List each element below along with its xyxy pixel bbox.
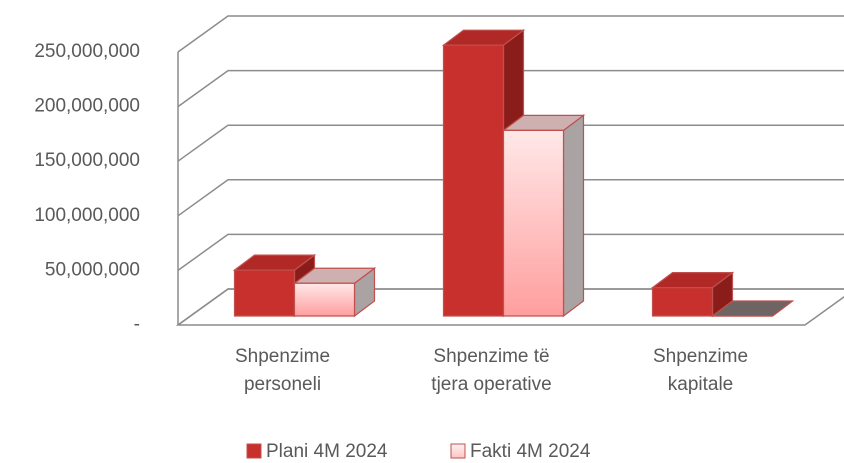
legend-swatch bbox=[246, 443, 262, 459]
legend-label: Plani 4M 2024 bbox=[266, 441, 388, 462]
grid-line bbox=[177, 124, 844, 162]
legend-label: Fakti 4M 2024 bbox=[470, 441, 591, 462]
grid-line bbox=[177, 233, 844, 272]
bar-front bbox=[442, 44, 505, 317]
y-tick-label: 50,000,000 bbox=[45, 259, 140, 280]
bar-front bbox=[233, 269, 296, 317]
x-tick-label: Shpenzime kapitale bbox=[652, 346, 749, 395]
grid-line bbox=[177, 179, 844, 217]
grid-line bbox=[177, 69, 844, 108]
y-tick-label: 150,000,000 bbox=[34, 150, 140, 171]
y-tick-label: - bbox=[134, 314, 140, 335]
grid-line bbox=[177, 15, 844, 53]
x-tick-label: Shpenzime personeli bbox=[234, 346, 331, 395]
bar-front bbox=[502, 129, 565, 317]
bar-front bbox=[651, 287, 714, 317]
bar bbox=[710, 300, 795, 317]
y-tick-label: 200,000,000 bbox=[34, 96, 140, 117]
x-tick-label: Shpenzime të tjera operative bbox=[431, 346, 552, 395]
bar bbox=[501, 114, 586, 318]
bar-front bbox=[293, 282, 356, 317]
bar bbox=[292, 267, 377, 318]
y-tick-label: 100,000,000 bbox=[34, 205, 140, 226]
bar-side bbox=[562, 114, 585, 318]
bar bbox=[650, 271, 735, 318]
legend-swatch bbox=[450, 443, 466, 459]
y-tick-label: 250,000,000 bbox=[34, 41, 140, 62]
